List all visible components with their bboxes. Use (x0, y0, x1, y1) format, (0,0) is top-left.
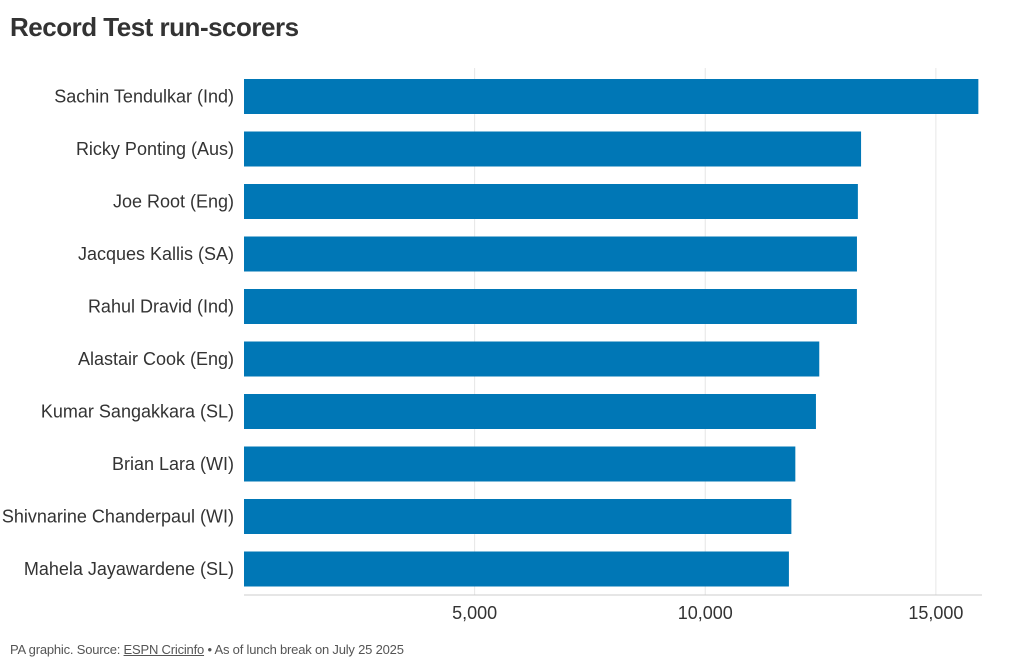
footer-prefix: PA graphic. Source: (10, 642, 124, 657)
category-label-0: Sachin Tendulkar (Ind) (54, 87, 234, 107)
bar-8 (244, 499, 792, 534)
category-label-6: Kumar Sangakkara (SL) (41, 402, 234, 422)
category-labels: Sachin Tendulkar (Ind) Ricky Ponting (Aus… (2, 87, 234, 580)
footer-suffix: • As of lunch break on July 25 2025 (204, 642, 404, 657)
category-label-9: Mahela Jayawardene (SL) (24, 559, 234, 579)
bar-0 (244, 79, 979, 114)
source-footer: PA graphic. Source: ESPN Cricinfo • As o… (10, 642, 404, 657)
bar-3 (244, 236, 857, 272)
category-label-4: Rahul Dravid (Ind) (88, 297, 234, 317)
bar-6 (244, 394, 816, 429)
x-tick-label-2: 15,000 (908, 603, 963, 623)
chart-title: Record Test run-scorers (10, 12, 299, 42)
bar-9 (244, 551, 789, 587)
category-label-8: Shivnarine Chanderpaul (WI) (2, 507, 234, 527)
bar-5 (244, 341, 820, 377)
category-label-2: Joe Root (Eng) (113, 192, 234, 212)
category-label-1: Ricky Ponting (Aus) (76, 139, 234, 159)
category-label-5: Alastair Cook (Eng) (78, 349, 234, 369)
bars (244, 79, 979, 587)
x-tick-label-0: 5,000 (452, 603, 497, 623)
bar-1 (244, 131, 862, 167)
category-label-3: Jacques Kallis (SA) (78, 244, 234, 264)
bar-7 (244, 446, 796, 482)
bar-4 (244, 289, 857, 324)
source-link[interactable]: ESPN Cricinfo (123, 642, 205, 657)
x-tick-label-1: 10,000 (678, 603, 733, 623)
category-label-7: Brian Lara (WI) (112, 454, 234, 474)
x-axis: 5,000 10,000 15,000 (244, 594, 982, 623)
bar-2 (244, 184, 858, 219)
